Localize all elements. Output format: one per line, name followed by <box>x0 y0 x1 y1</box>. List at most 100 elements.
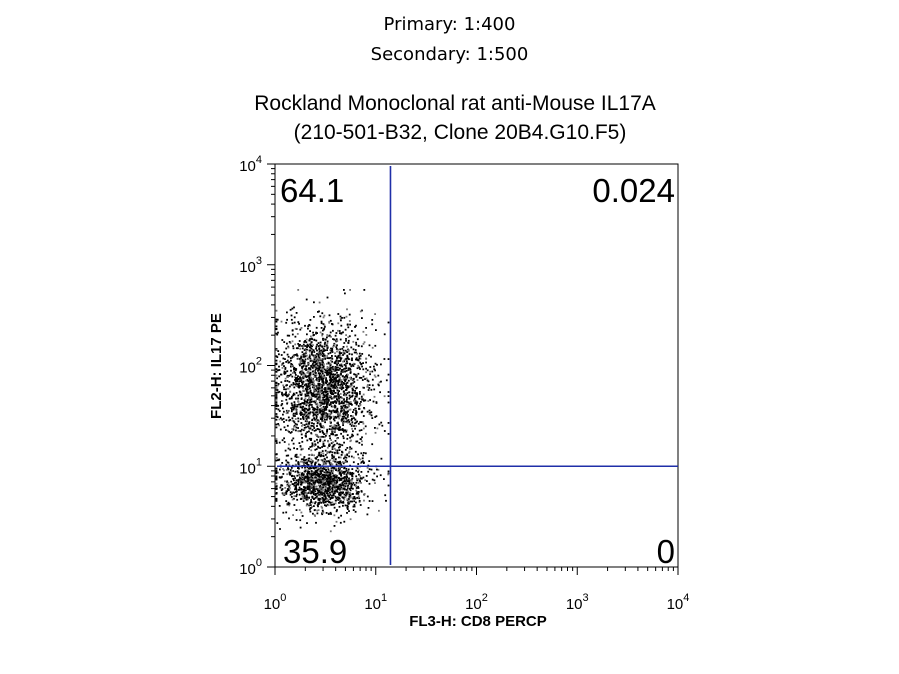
event-dot <box>307 497 309 500</box>
event-dot <box>295 397 298 400</box>
event-dot <box>345 488 348 491</box>
event-dot <box>331 351 334 353</box>
event-dot <box>307 480 309 483</box>
event-dot <box>318 384 321 387</box>
event-dot <box>286 484 289 487</box>
event-dot <box>366 386 369 388</box>
event-dot <box>333 385 336 388</box>
event-dot <box>294 354 297 356</box>
event-dot <box>333 416 336 419</box>
event-dot <box>283 386 285 388</box>
event-dot <box>323 368 326 371</box>
event-dot <box>329 385 332 388</box>
event-dot <box>304 358 307 361</box>
event-dot <box>277 331 279 334</box>
event-dot <box>335 369 338 371</box>
event-dot <box>359 421 362 423</box>
event-dot <box>307 464 310 466</box>
event-dot <box>334 434 337 437</box>
event-dot <box>275 459 278 462</box>
event-dot <box>292 413 295 416</box>
event-dot <box>313 364 315 367</box>
event-dot <box>309 357 312 360</box>
event-dot <box>346 351 348 353</box>
event-dot <box>337 487 340 490</box>
event-dot <box>359 357 362 360</box>
event-dot <box>291 469 293 472</box>
event-dot <box>315 471 318 474</box>
event-dot <box>320 320 323 323</box>
event-dot <box>351 378 354 381</box>
event-dot <box>287 501 290 504</box>
event-dot <box>303 341 306 343</box>
event-dot <box>326 499 328 501</box>
x-tick-label: 102 <box>465 592 488 613</box>
event-dot <box>280 364 283 366</box>
event-dot <box>305 389 308 391</box>
event-dot <box>329 437 331 440</box>
event-dot <box>346 453 348 456</box>
event-dot <box>329 390 332 393</box>
event-dot <box>308 396 311 398</box>
event-dot <box>323 396 326 398</box>
event-dot <box>360 462 362 464</box>
event-dot <box>340 407 343 410</box>
event-dot <box>309 373 311 376</box>
event-dot <box>326 296 329 299</box>
event-dot <box>338 330 341 332</box>
event-dot <box>284 480 286 483</box>
quadrant-upper-left-value: 64.1 <box>280 172 344 209</box>
event-dot <box>313 385 315 388</box>
event-dot <box>343 479 346 482</box>
event-dot <box>336 469 339 472</box>
event-dot <box>315 326 318 329</box>
event-dot <box>321 389 323 392</box>
event-dot <box>358 500 361 502</box>
event-dot <box>305 418 308 420</box>
event-dot <box>355 411 358 414</box>
event-dot <box>359 368 361 370</box>
event-dot <box>295 312 298 314</box>
event-dot <box>339 472 341 475</box>
event-dot <box>335 460 338 463</box>
event-dot <box>355 387 357 390</box>
event-dot <box>284 358 286 360</box>
event-dot <box>343 368 345 370</box>
event-dot <box>359 391 361 393</box>
event-dot <box>293 425 295 428</box>
event-dot <box>275 423 278 426</box>
event-dot <box>303 426 306 429</box>
event-dot <box>335 520 338 523</box>
event-dot <box>338 487 341 490</box>
event-dot <box>293 479 295 482</box>
event-dot <box>284 380 287 382</box>
event-dot <box>298 345 300 347</box>
event-dot <box>370 355 372 358</box>
event-dot <box>300 480 302 483</box>
event-dot <box>285 511 288 514</box>
event-dot <box>324 390 327 393</box>
event-dot <box>341 369 344 371</box>
event-dot <box>333 486 336 488</box>
event-dot <box>363 407 365 409</box>
event-dot <box>357 492 360 495</box>
event-dot <box>347 339 350 342</box>
event-dot <box>290 365 292 368</box>
event-dot <box>332 475 335 477</box>
event-dot <box>325 469 327 471</box>
event-dot <box>275 488 278 490</box>
event-dot <box>338 492 341 494</box>
event-dot <box>348 452 350 454</box>
event-dot <box>339 483 342 486</box>
event-dot <box>300 460 302 463</box>
event-dot <box>313 417 315 419</box>
event-dot <box>334 392 337 394</box>
event-dot <box>342 435 345 438</box>
event-dot <box>338 351 341 353</box>
event-dot <box>295 495 298 498</box>
event-dot <box>302 474 305 477</box>
event-dot <box>333 514 336 517</box>
event-dot <box>283 341 286 343</box>
event-dot <box>305 368 308 371</box>
event-dot <box>296 498 299 501</box>
